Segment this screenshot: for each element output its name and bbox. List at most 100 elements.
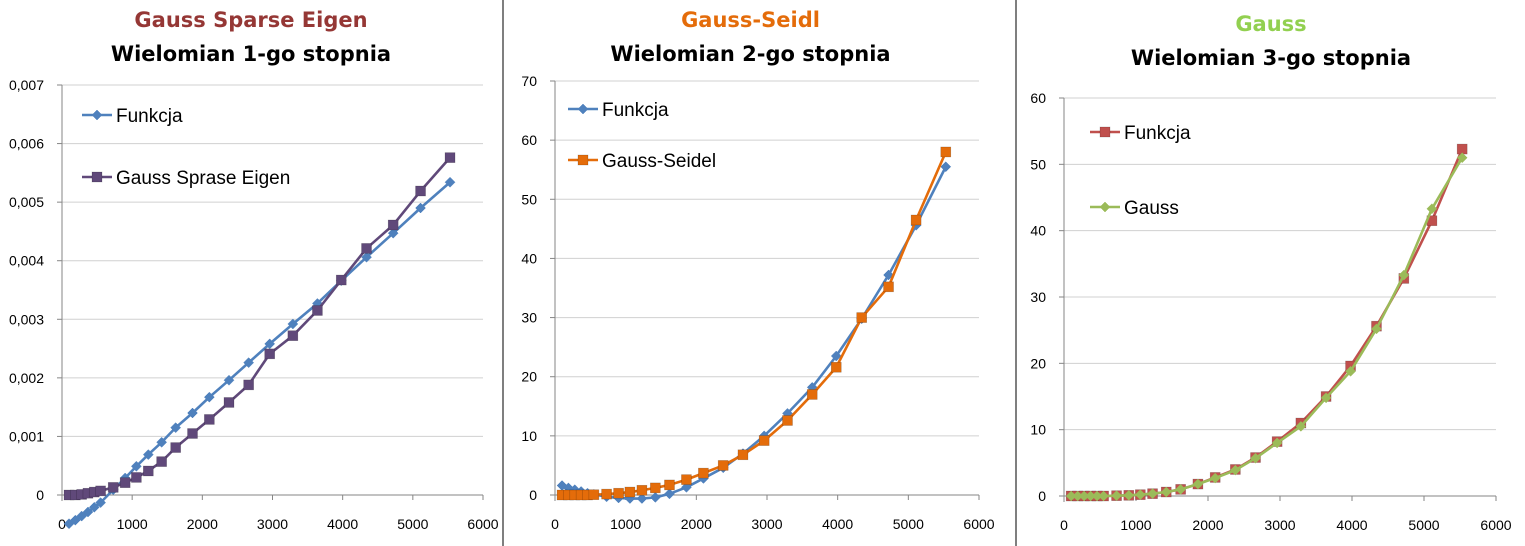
x-tick-label: 4000 (822, 516, 853, 532)
series-gauss-sprase-eigen (63, 152, 456, 501)
chart-plot-gauss-sparse-eigen: 0 0,001 0,002 0,003 0,004 0,005 0,006 0,007 0 100… (9, 77, 499, 532)
data-point-gauss (1371, 323, 1382, 335)
chart-title: Gauss-Seidl (681, 8, 820, 32)
data-point-funkcja (444, 176, 456, 188)
data-point-legend-funkcja (91, 109, 103, 121)
y-tick-label: 0 (529, 487, 537, 503)
data-point-gauss-seidel (664, 479, 675, 491)
data-point-gauss-seidel (758, 435, 770, 446)
data-point-gauss-sprase-eigen (444, 152, 456, 163)
chart-subtitle: Wielomian 2-go stopnia (610, 42, 891, 66)
legend-entry-gauss-seidel: Gauss-Seidel (568, 151, 716, 172)
y-tick-label: 0,001 (9, 428, 44, 444)
x-tick-label: 4000 (327, 516, 358, 532)
data-point-funkcja (76, 510, 88, 522)
data-point-gauss-seidel (613, 487, 624, 499)
panel-divider (502, 0, 504, 546)
data-point-legend-gauss (1099, 201, 1111, 213)
chart-subtitle: Wielomian 3-go stopnia (1130, 46, 1412, 70)
chart-panel-gauss: Gauss Wielomian 3-go stopnia 0 10 20 30 40 50… (1017, 0, 1525, 546)
data-point-gauss-seidel (940, 146, 952, 158)
y-tick-label: 40 (521, 250, 537, 266)
legend-entry-funkcja: Funkcja (1090, 123, 1191, 144)
x-tick-label: 0 (551, 516, 559, 532)
data-point-gauss-seidel (650, 482, 661, 494)
data-point-gauss-sprase-eigen (387, 219, 399, 231)
data-point-funkcja (131, 460, 142, 472)
x-tick-label: 5000 (397, 516, 428, 532)
data-point-gauss-sprase-eigen (312, 305, 323, 316)
data-point-gauss-seidel (681, 474, 692, 485)
y-tick-label: 50 (1030, 156, 1046, 172)
legend-label: Funkcja (116, 106, 183, 127)
data-point-funkcja (95, 497, 106, 508)
data-point-gauss (1250, 452, 1261, 464)
data-point-gauss (1123, 489, 1135, 501)
data-point-funkcja (243, 357, 254, 368)
x-tick-label: 6000 (467, 516, 498, 532)
data-point-gauss-seidel (737, 449, 749, 461)
y-tick-label: 0 (1038, 488, 1046, 504)
legend-label: Gauss (1124, 198, 1179, 219)
legend-label: Gauss Sprase Eigen (116, 168, 290, 189)
data-point-legend-gauss-seidel (577, 154, 589, 166)
x-tick-label: 0 (1060, 517, 1068, 533)
data-point-funkcja (649, 492, 661, 503)
data-point-funkcja (223, 374, 235, 386)
data-point-legend-funkcja (1099, 126, 1111, 138)
x-tick-label: 1000 (610, 516, 641, 532)
legend-label: Funkcja (1124, 123, 1191, 144)
data-point-gauss-seidel (636, 484, 648, 496)
data-point-funkcja (142, 449, 154, 460)
y-tick-label: 30 (1030, 289, 1046, 305)
data-point-funkcja (170, 422, 182, 433)
data-point-gauss (1160, 486, 1172, 498)
data-point-gauss (1320, 392, 1332, 404)
data-point-funkcja (82, 506, 94, 518)
x-tick-label: 5000 (1408, 517, 1439, 533)
data-point-gauss-sprase-eigen (204, 414, 215, 425)
y-tick-label: 0,004 (9, 253, 44, 269)
data-point-gauss-sprase-eigen (264, 348, 275, 360)
data-point-gauss (1345, 365, 1356, 377)
data-point-gauss (1111, 490, 1122, 502)
data-point-gauss-seidel (883, 281, 894, 293)
data-point-gauss (1295, 420, 1307, 432)
x-tick-label: 2000 (681, 516, 712, 532)
legend-entry-gauss-sprase-eigen: Gauss Sprase Eigen (82, 168, 290, 189)
x-tick-label: 4000 (1336, 517, 1367, 533)
data-point-funkcja (681, 481, 692, 493)
x-tick-label: 6000 (963, 516, 994, 532)
y-tick-label: 0,007 (9, 77, 44, 93)
data-point-gauss (1230, 464, 1241, 476)
data-point-gauss (1209, 472, 1221, 484)
data-point-funkcja (88, 501, 100, 513)
series-gauss (1065, 152, 1468, 502)
data-point-gauss (1147, 488, 1158, 500)
y-tick-label: 10 (521, 428, 537, 444)
data-point-funkcja (415, 202, 426, 214)
x-tick-label: 5000 (893, 516, 924, 532)
x-tick-label: 3000 (1264, 517, 1295, 533)
data-point-funkcja (203, 391, 215, 403)
data-point-funkcja (940, 161, 952, 173)
data-point-gauss-sprase-eigen (243, 379, 254, 391)
data-point-gauss (1175, 484, 1186, 495)
legend-entry-gauss: Gauss (1090, 198, 1179, 219)
data-point-gauss-seidel (588, 489, 600, 501)
y-tick-label: 70 (521, 73, 537, 89)
data-point-gauss-sprase-eigen (415, 185, 426, 197)
data-point-gauss-sprase-eigen (95, 485, 106, 497)
chart-plot-gauss-seidl: 0 10 20 30 40 50 60 70 0 1000 2000 3000 4000 5000 6000… (521, 73, 994, 532)
chart-title: Gauss Sparse Eigen (134, 8, 368, 32)
data-point-gauss (1426, 203, 1438, 215)
data-point-gauss-seidel (601, 488, 612, 500)
y-tick-label: 20 (521, 369, 537, 385)
data-point-gauss-sprase-eigen (170, 442, 181, 453)
data-point-gauss (1456, 152, 1468, 164)
data-point-gauss (1098, 490, 1109, 502)
y-tick-label: 0,005 (9, 194, 44, 210)
legend-entry-funkcja: Funkcja (82, 106, 183, 127)
data-point-gauss (1271, 437, 1283, 449)
x-tick-label: 3000 (257, 516, 288, 532)
